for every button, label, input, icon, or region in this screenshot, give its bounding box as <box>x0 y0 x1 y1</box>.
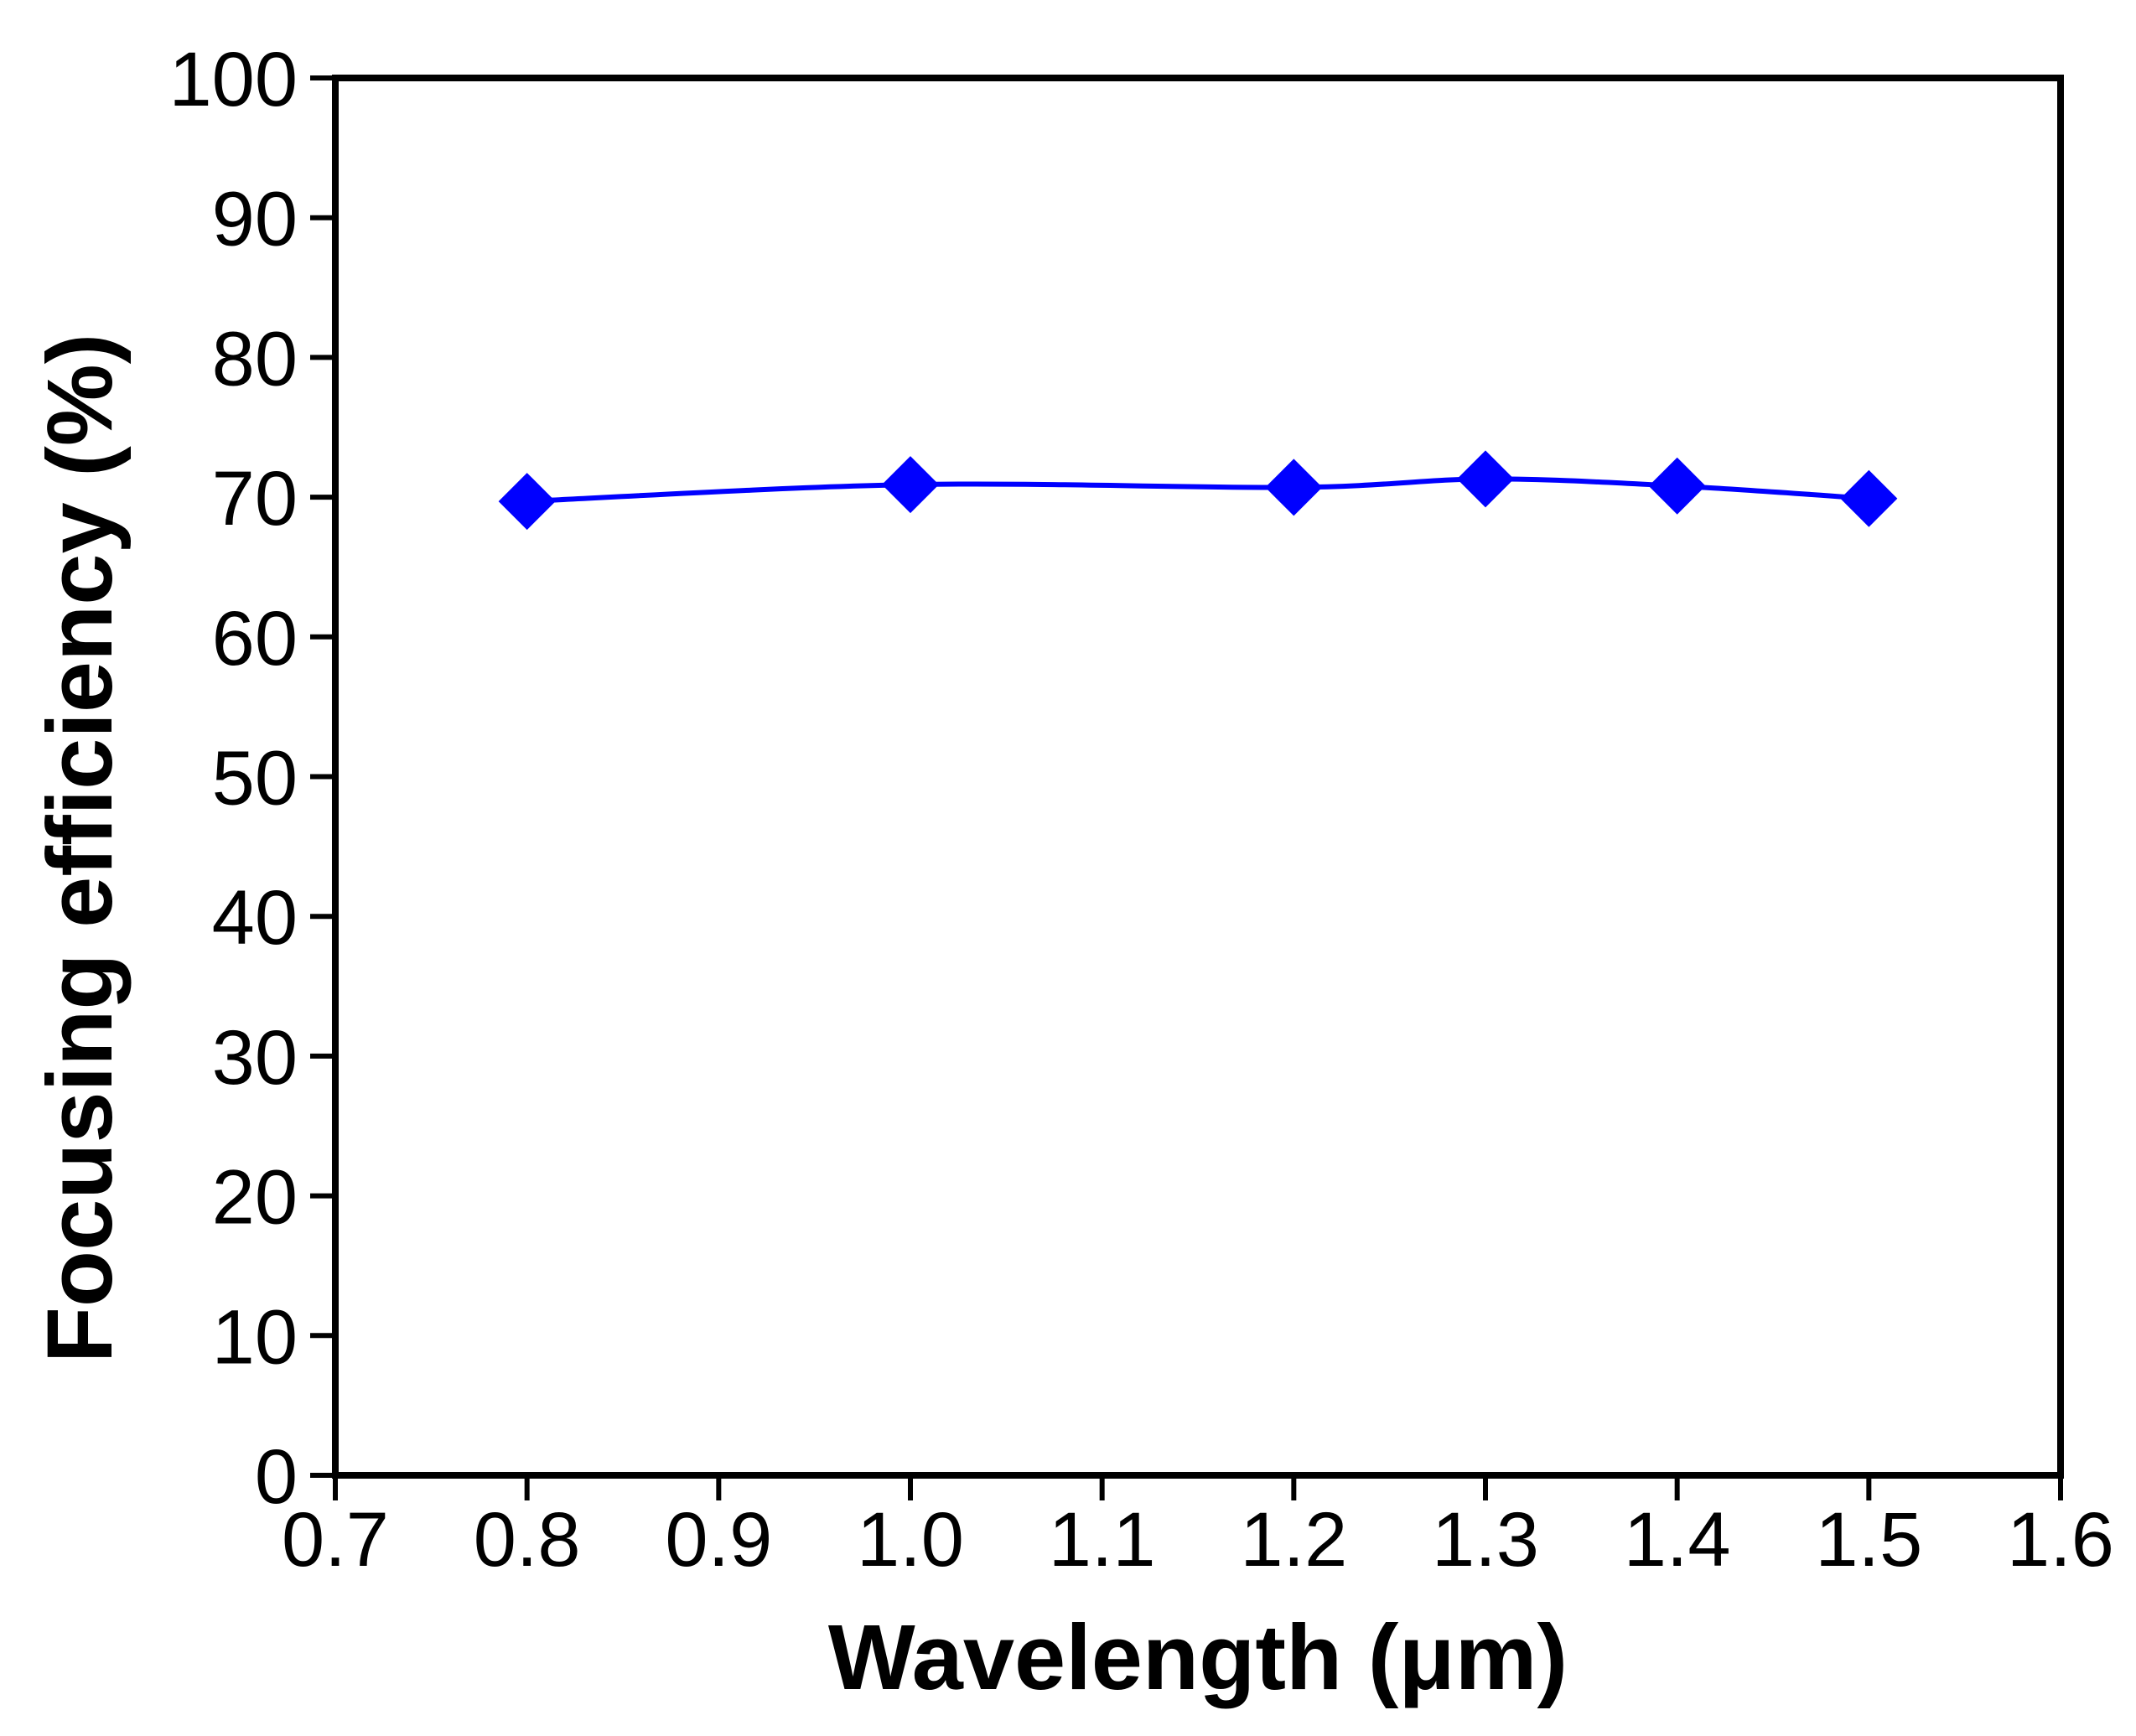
y-tick-label: 10 <box>212 1294 298 1380</box>
x-tick-label: 0.8 <box>474 1497 581 1583</box>
x-tick-label: 1.5 <box>1815 1497 1922 1583</box>
y-tick-label: 80 <box>212 316 298 402</box>
x-tick-label: 1.3 <box>1432 1497 1539 1583</box>
y-axis-title: Focusing efficiency (%) <box>29 334 132 1364</box>
data-series <box>498 450 1898 531</box>
data-point-diamond <box>1457 450 1514 508</box>
x-tick-label: 1.6 <box>2007 1497 2114 1583</box>
x-axis-title: Wavelength (μm) <box>828 1606 1568 1709</box>
x-tick-label: 0.9 <box>665 1497 772 1583</box>
y-tick-label: 0 <box>255 1434 298 1520</box>
data-point-diamond <box>1265 459 1323 516</box>
data-point-diamond <box>1840 469 1898 527</box>
x-tick-label: 1.4 <box>1624 1497 1731 1583</box>
y-tick-label: 70 <box>212 456 298 542</box>
y-tick-label: 60 <box>212 596 298 681</box>
y-tick-label: 20 <box>212 1155 298 1241</box>
data-point-diamond <box>498 473 556 531</box>
plot-frame <box>332 75 2064 1479</box>
data-point-diamond <box>1648 457 1706 515</box>
x-tick-label: 0.7 <box>282 1497 389 1583</box>
x-tick-label: 1.2 <box>1240 1497 1347 1583</box>
y-tick-label: 40 <box>212 875 298 961</box>
y-tick-label: 50 <box>212 736 298 821</box>
tick-labels: 0.7 0.8 0.9 1.0 1.1 1.2 1.3 1.4 1.5 1.6 0 10 20 30 40 5… <box>169 37 2114 1583</box>
x-tick-label: 1.1 <box>1049 1497 1156 1583</box>
y-tick-label: 30 <box>212 1015 298 1101</box>
x-tick-label: 1.0 <box>857 1497 964 1583</box>
data-point-diamond <box>882 456 939 514</box>
y-tick-label: 90 <box>212 177 298 262</box>
axis-ticks <box>310 75 2063 1500</box>
y-tick-label: 100 <box>169 37 298 122</box>
